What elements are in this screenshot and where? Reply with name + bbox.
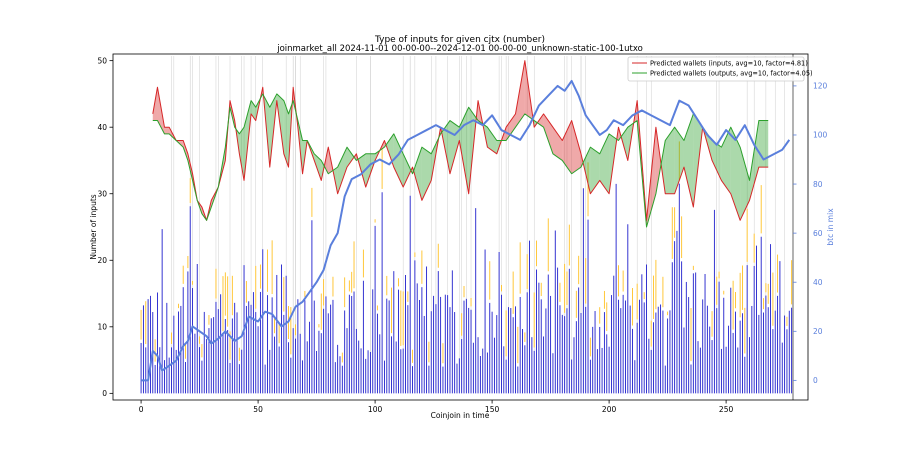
band-segment	[712, 140, 722, 181]
band-segment	[552, 127, 563, 161]
band-segment	[515, 60, 525, 128]
y2-tick-label: 100	[813, 131, 828, 140]
band-segment	[487, 127, 497, 154]
band-segment	[421, 147, 432, 201]
band-segment	[183, 140, 188, 161]
x-tick-label: 100	[368, 405, 383, 414]
band-segment	[590, 147, 600, 194]
band-segment	[683, 113, 694, 208]
legend: Predicted wallets (inputs, avg=10, facto…	[627, 56, 813, 82]
x-tick-label: 200	[602, 405, 617, 414]
band-segment	[721, 127, 731, 194]
y2-tick-label: 40	[813, 278, 823, 287]
y-tick-label: 10	[97, 323, 107, 332]
band-segment	[251, 100, 256, 121]
y-axis-label: Number of inputs	[89, 194, 98, 259]
y2-tick-label: 0	[813, 376, 818, 385]
plot-frame	[112, 53, 809, 401]
y2-tick-label: 120	[813, 82, 828, 91]
band-segment	[730, 127, 741, 221]
band-segment	[239, 127, 245, 181]
x-tick-label: 0	[139, 405, 144, 414]
legend-box	[627, 56, 805, 82]
band-segment	[337, 147, 348, 194]
y2-axis-label: btc in mix	[826, 208, 835, 246]
legend-label-outputs: Predicted wallets (outputs, avg=10, fact…	[650, 70, 813, 78]
band-segment	[347, 147, 355, 168]
band-segment	[749, 120, 759, 201]
y-tick-label: 30	[97, 189, 107, 198]
x-tick-label: 50	[253, 405, 263, 414]
series-line-outputs	[152, 93, 769, 228]
x-axis: 0 50 100 150 200 250	[139, 400, 734, 414]
band-segment	[314, 153, 322, 181]
band-segment	[621, 127, 628, 161]
series-line-btc	[141, 79, 791, 382]
band-segment	[571, 120, 582, 174]
x-tick-label: 150	[485, 405, 500, 414]
y2-axis: 0 20 40 60 80 100 120	[792, 54, 828, 400]
band-segment	[441, 120, 450, 174]
bar-layer	[140, 141, 793, 394]
band-segment	[740, 147, 750, 221]
legend-label-inputs: Predicted wallets (inputs, avg=10, facto…	[650, 60, 808, 68]
band-segment	[413, 147, 422, 201]
band-segment	[164, 127, 170, 134]
series-line-layer	[141, 60, 791, 382]
band-segment	[283, 100, 289, 168]
plot-background	[113, 54, 808, 400]
series-line-inputs	[152, 60, 769, 221]
band-segment	[674, 127, 684, 194]
y-tick-label: 50	[97, 56, 107, 65]
y-axis: 0 10 20 30 40 50	[97, 56, 113, 398]
chart-title: Type of inputs for given cjtx (number)	[374, 35, 545, 45]
band-segment	[403, 153, 411, 188]
band-segment	[661, 140, 666, 194]
chart-subtitle: joinmarket_all 2024-11-01 00-00-00--2024…	[276, 44, 643, 54]
x-tick-label: 250	[719, 405, 734, 414]
band-segment	[655, 127, 662, 194]
band-segment	[562, 120, 572, 174]
y2-tick-label: 80	[813, 180, 823, 189]
y2-tick-label: 20	[813, 327, 823, 336]
y2-tick-label: 60	[813, 229, 823, 238]
band-segment	[386, 133, 394, 168]
band-segment	[665, 127, 675, 194]
x-axis-label: Coinjoin in time	[431, 411, 490, 420]
y-tick-label: 40	[97, 123, 107, 132]
band-segment	[393, 133, 404, 188]
y-tick-label: 0	[102, 389, 107, 398]
y-tick-label: 20	[97, 256, 107, 265]
